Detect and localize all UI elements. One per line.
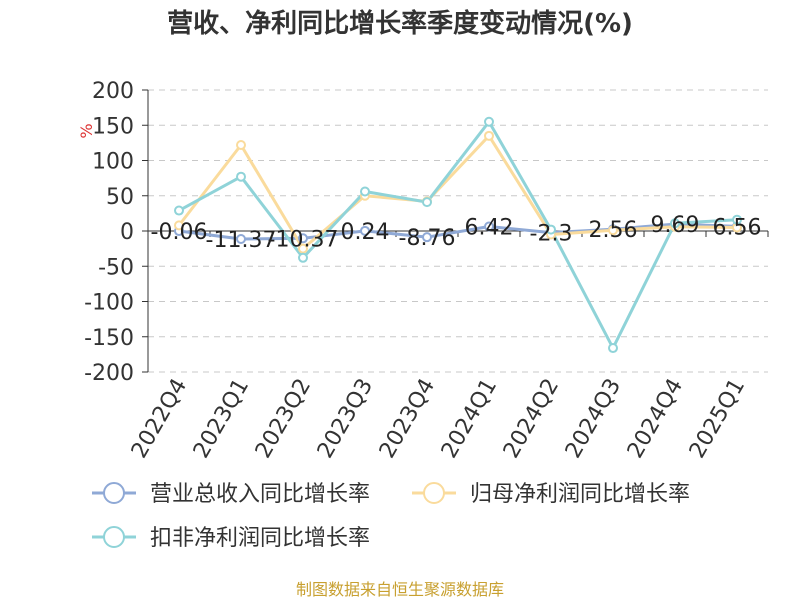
x-axis-ticks: 2022Q42023Q12023Q22023Q32023Q42024Q12024…	[127, 375, 750, 463]
data-point	[608, 225, 618, 236]
data-point	[732, 214, 742, 225]
x-tick-label: 2025Q1	[685, 375, 750, 463]
data-point	[484, 221, 494, 232]
data-point	[608, 343, 618, 354]
y-tick-label: 150	[92, 114, 134, 139]
data-point	[484, 116, 494, 127]
y-axis-label: %	[77, 123, 96, 138]
data-point	[422, 197, 432, 208]
legend-item[interactable]: 归母净利润同比增长率	[412, 482, 690, 507]
data-label: -2.3	[530, 222, 573, 247]
series-line	[177, 134, 738, 251]
y-tick-label: 0	[120, 220, 134, 245]
series-line	[178, 222, 738, 241]
data-point	[298, 243, 308, 254]
data-labels: -0.06-11.37-10.37 0.24 -8.76 6.42 -2.3 2.56 9.…	[151, 213, 762, 253]
legend-marker	[423, 482, 445, 504]
y-tick-label: 200	[92, 79, 134, 104]
legend-item[interactable]: 扣非净利润同比增长率	[92, 526, 370, 551]
data-point	[360, 225, 370, 236]
y-axis-ticks: 200 150 100 50 0 -50 -100 -150 -200	[84, 79, 148, 386]
data-label: 6.42	[465, 215, 514, 240]
y-tick-label: 100	[92, 150, 134, 175]
data-label: -0.06	[151, 220, 208, 245]
data-point	[236, 171, 246, 182]
data-source-note: 制图数据来自恒生聚源数据库	[296, 580, 504, 599]
data-label: 9.69	[651, 213, 700, 238]
data-point	[174, 205, 184, 216]
data-point	[174, 220, 184, 231]
x-tick-label: 2024Q3	[561, 375, 626, 463]
x-tick-label: 2024Q4	[623, 375, 688, 463]
data-label: -10.37	[268, 227, 339, 252]
data-point	[360, 186, 370, 197]
data-point	[670, 218, 680, 229]
legend-label: 归母净利润同比增长率	[470, 482, 690, 507]
x-tick-label: 2024Q2	[499, 375, 564, 463]
x-tick-label: 2023Q4	[375, 375, 440, 463]
data-point	[236, 139, 246, 150]
data-point	[236, 234, 246, 245]
x-tick-label: 2024Q1	[437, 375, 502, 463]
legend-label: 营业总收入同比增长率	[150, 482, 370, 507]
legend-item[interactable]: 营业总收入同比增长率	[92, 482, 370, 507]
y-tick-label: -50	[98, 255, 134, 280]
data-point	[546, 224, 556, 235]
y-tick-label: -200	[84, 361, 134, 386]
x-tick-label: 2023Q2	[251, 375, 316, 463]
data-point	[298, 233, 308, 244]
y-tick-label: 50	[106, 185, 134, 210]
x-tick-label: 2023Q1	[189, 375, 254, 463]
series-lines	[174, 116, 742, 354]
y-tick-label: -150	[84, 326, 134, 351]
data-label: 2.56	[589, 218, 638, 243]
data-label: 0.24	[341, 220, 390, 245]
legend-marker	[103, 482, 125, 504]
data-point	[422, 232, 432, 243]
data-point	[298, 252, 308, 263]
legend-label: 扣非净利润同比增长率	[150, 526, 370, 551]
chart-title: 营收、净利同比增长率季度变动情况(%)	[167, 8, 633, 39]
data-point	[484, 130, 494, 141]
data-label: -8.76	[399, 226, 456, 251]
data-label: -11.37	[206, 228, 277, 253]
y-tick-label: -100	[84, 291, 134, 316]
data-label: 6.56	[713, 215, 762, 240]
series-line	[178, 120, 738, 350]
x-tick-label: 2023Q3	[313, 375, 378, 463]
legend-marker	[103, 526, 125, 548]
x-tick-label: 2022Q4	[127, 375, 192, 463]
